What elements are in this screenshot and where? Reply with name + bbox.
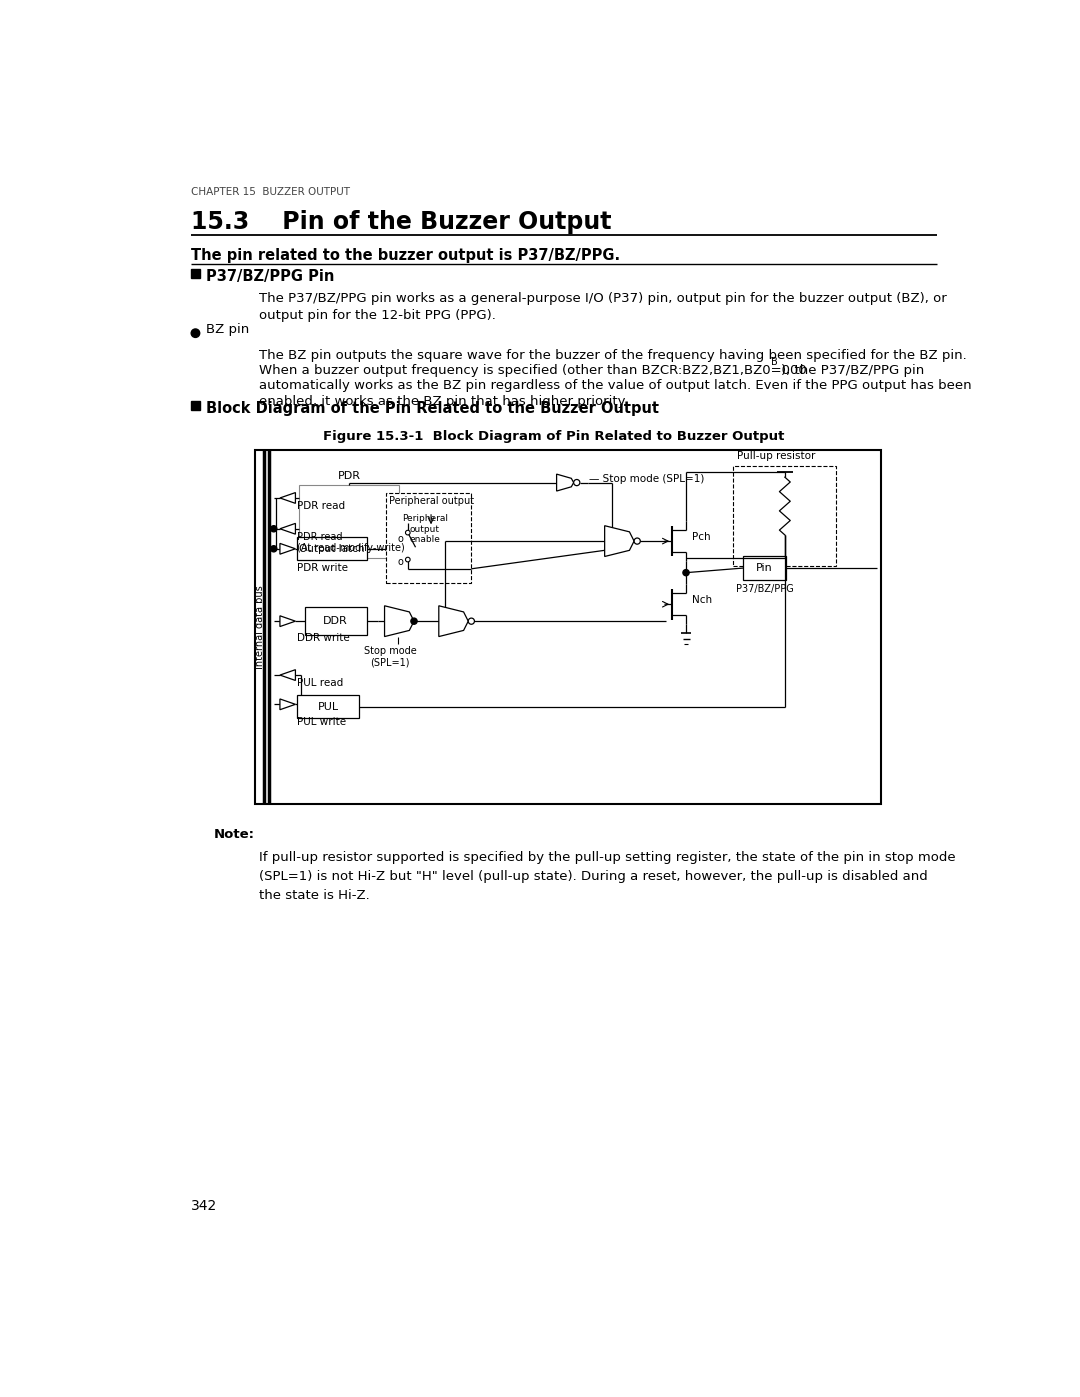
Text: P37/BZ/PPG Pin: P37/BZ/PPG Pin xyxy=(205,270,334,284)
Text: Peripheral
output
enable: Peripheral output enable xyxy=(402,514,448,543)
Text: BZ pin: BZ pin xyxy=(205,323,248,335)
Text: The BZ pin outputs the square wave for the buzzer of the frequency having been s: The BZ pin outputs the square wave for t… xyxy=(259,349,967,362)
Bar xyxy=(387,493,471,583)
Polygon shape xyxy=(280,543,296,555)
Text: o: o xyxy=(397,534,403,545)
Text: Stop mode
(SPL=1): Stop mode (SPL=1) xyxy=(364,645,417,668)
Text: (SPL=1) is not Hi-Z but "H" level (pull-up state). During a reset, however, the : (SPL=1) is not Hi-Z but "H" level (pull-… xyxy=(259,870,928,883)
Circle shape xyxy=(405,531,410,535)
Text: PDR write: PDR write xyxy=(297,563,348,573)
Text: Pin: Pin xyxy=(756,563,773,573)
Text: the state is Hi-Z.: the state is Hi-Z. xyxy=(259,888,369,902)
Text: CHAPTER 15  BUZZER OUTPUT: CHAPTER 15 BUZZER OUTPUT xyxy=(191,187,350,197)
Text: PDR: PDR xyxy=(337,471,361,481)
Text: Nch: Nch xyxy=(692,595,713,605)
Circle shape xyxy=(410,617,417,624)
Text: o: o xyxy=(397,557,403,567)
Text: The P37/BZ/PPG pin works as a general-purpose I/O (P37) pin, output pin for the : The P37/BZ/PPG pin works as a general-pu… xyxy=(259,292,947,306)
Polygon shape xyxy=(280,616,296,627)
Text: Figure 15.3-1  Block Diagram of Pin Related to Buzzer Output: Figure 15.3-1 Block Diagram of Pin Relat… xyxy=(323,430,784,443)
Text: B: B xyxy=(770,358,778,367)
Text: Peripheral output: Peripheral output xyxy=(389,496,474,506)
Polygon shape xyxy=(438,606,469,637)
Text: DDR write: DDR write xyxy=(297,633,350,644)
Text: If pull-up resistor supported is specified by the pull-up setting register, the : If pull-up resistor supported is specifi… xyxy=(259,851,956,863)
Text: ), the P37/BZ/PPG pin: ), the P37/BZ/PPG pin xyxy=(781,365,924,377)
Polygon shape xyxy=(605,525,634,556)
Bar xyxy=(298,485,400,557)
Text: PUL write: PUL write xyxy=(297,717,346,726)
Circle shape xyxy=(271,525,276,532)
Text: 15.3    Pin of the Buzzer Output: 15.3 Pin of the Buzzer Output xyxy=(191,210,611,233)
Bar xyxy=(733,465,836,566)
Circle shape xyxy=(634,538,640,545)
Text: Pch: Pch xyxy=(692,532,711,542)
Text: The pin related to the buzzer output is P37/BZ/PPG.: The pin related to the buzzer output is … xyxy=(191,249,620,264)
Text: PUL read: PUL read xyxy=(297,678,343,689)
Text: PUL: PUL xyxy=(318,701,338,711)
Polygon shape xyxy=(384,606,414,637)
Text: Output latch: Output latch xyxy=(299,543,365,553)
Circle shape xyxy=(683,570,689,576)
Bar xyxy=(305,608,367,636)
Text: Note:: Note: xyxy=(214,827,255,841)
Bar xyxy=(255,450,880,805)
Text: output pin for the 12-bit PPG (PPG).: output pin for the 12-bit PPG (PPG). xyxy=(259,309,496,323)
Polygon shape xyxy=(280,524,296,534)
Text: Internal data bus: Internal data bus xyxy=(255,585,266,669)
Bar xyxy=(191,401,200,409)
Text: P37/BZ/PPG: P37/BZ/PPG xyxy=(735,584,794,594)
Text: Block Diagram of the Pin Related to the Buzzer Output: Block Diagram of the Pin Related to the … xyxy=(205,401,659,416)
Text: DDR: DDR xyxy=(323,616,348,626)
Circle shape xyxy=(405,557,410,562)
Bar xyxy=(743,556,786,580)
Polygon shape xyxy=(280,669,296,680)
Circle shape xyxy=(573,479,580,486)
Text: — Stop mode (SPL=1): — Stop mode (SPL=1) xyxy=(590,475,704,485)
Bar xyxy=(297,538,367,560)
Polygon shape xyxy=(280,698,296,710)
Bar xyxy=(297,696,359,718)
Circle shape xyxy=(191,328,200,338)
Polygon shape xyxy=(556,474,573,490)
Bar xyxy=(191,270,200,278)
Circle shape xyxy=(271,546,276,552)
Polygon shape xyxy=(280,493,296,503)
Text: automatically works as the BZ pin regardless of the value of output latch. Even : automatically works as the BZ pin regard… xyxy=(259,380,972,393)
Text: When a buzzer output frequency is specified (other than BZCR:BZ2,BZ1,BZ0=000: When a buzzer output frequency is specif… xyxy=(259,365,807,377)
Text: PDR read: PDR read xyxy=(297,502,346,511)
Text: enabled, it works as the BZ pin that has higher priority.: enabled, it works as the BZ pin that has… xyxy=(259,395,627,408)
Text: PDR read
(At read-modify-write): PDR read (At read-modify-write) xyxy=(297,532,405,553)
Circle shape xyxy=(469,617,474,624)
Text: 342: 342 xyxy=(191,1199,217,1213)
Text: Pull-up resistor: Pull-up resistor xyxy=(738,451,815,461)
